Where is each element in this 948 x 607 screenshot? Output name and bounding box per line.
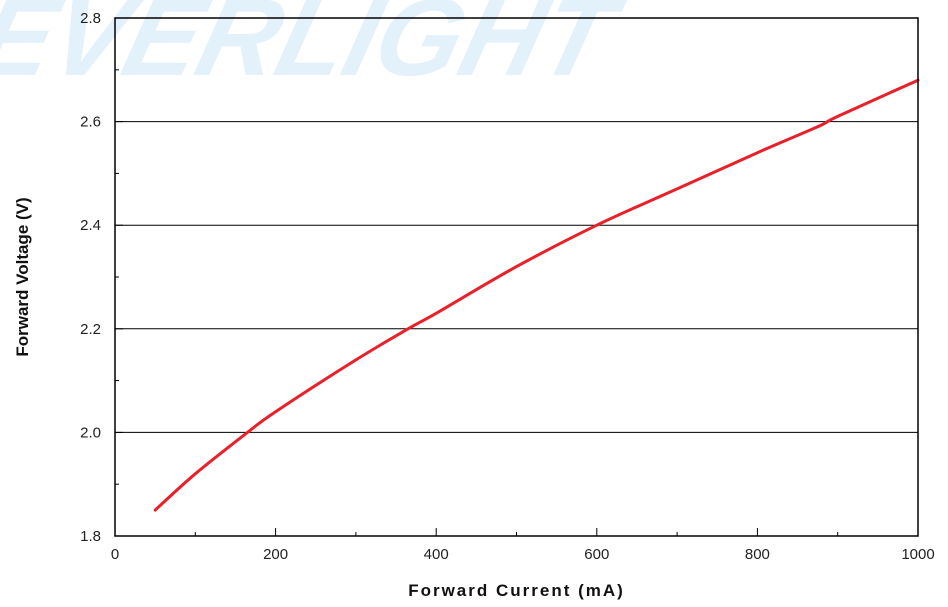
data-point [275, 411, 276, 412]
data-point [596, 225, 597, 226]
x-tick-label-800: 800 [745, 546, 770, 563]
y-tick-label-2.8: 2.8 [80, 10, 101, 27]
y-tick-label-2.2: 2.2 [80, 321, 101, 338]
y-tick-label-2.4: 2.4 [80, 217, 101, 234]
data-point [155, 510, 156, 511]
y-tick-label-2.0: 2.0 [80, 424, 101, 441]
axis-ticks [114, 17, 919, 537]
x-tick-label-0: 0 [111, 546, 119, 563]
y-tick-label-2.6: 2.6 [80, 114, 101, 131]
y-axis-title: Forward Voltage (V) [13, 197, 32, 356]
data-point [837, 116, 838, 117]
data-point [516, 266, 517, 267]
watermark-text: EVERLIGHT [0, 0, 634, 99]
data-point [247, 432, 248, 433]
data-point [677, 188, 678, 189]
data-point [436, 313, 437, 314]
data-point [757, 152, 758, 153]
y-tick-label-1.8: 1.8 [80, 528, 101, 545]
data-point [195, 473, 196, 474]
watermark-logo: EVERLIGHT [0, 0, 634, 99]
series-layer [153, 78, 920, 512]
x-tick-label-1000: 1000 [901, 546, 934, 563]
tick-labels: 0 200 400 600 800 1000 1.8 2.0 2.2 2.4 2.6 2.8 [80, 10, 935, 563]
series-line-0 [153, 78, 920, 512]
x-tick-label-200: 200 [263, 546, 288, 563]
data-point [407, 328, 408, 329]
data-point [817, 126, 818, 127]
data-point [355, 359, 356, 360]
x-tick-label-600: 600 [584, 546, 609, 563]
x-tick-label-400: 400 [424, 546, 449, 563]
x-axis-title: Forward Current (mA) [408, 581, 625, 600]
gridlines [115, 121, 918, 433]
